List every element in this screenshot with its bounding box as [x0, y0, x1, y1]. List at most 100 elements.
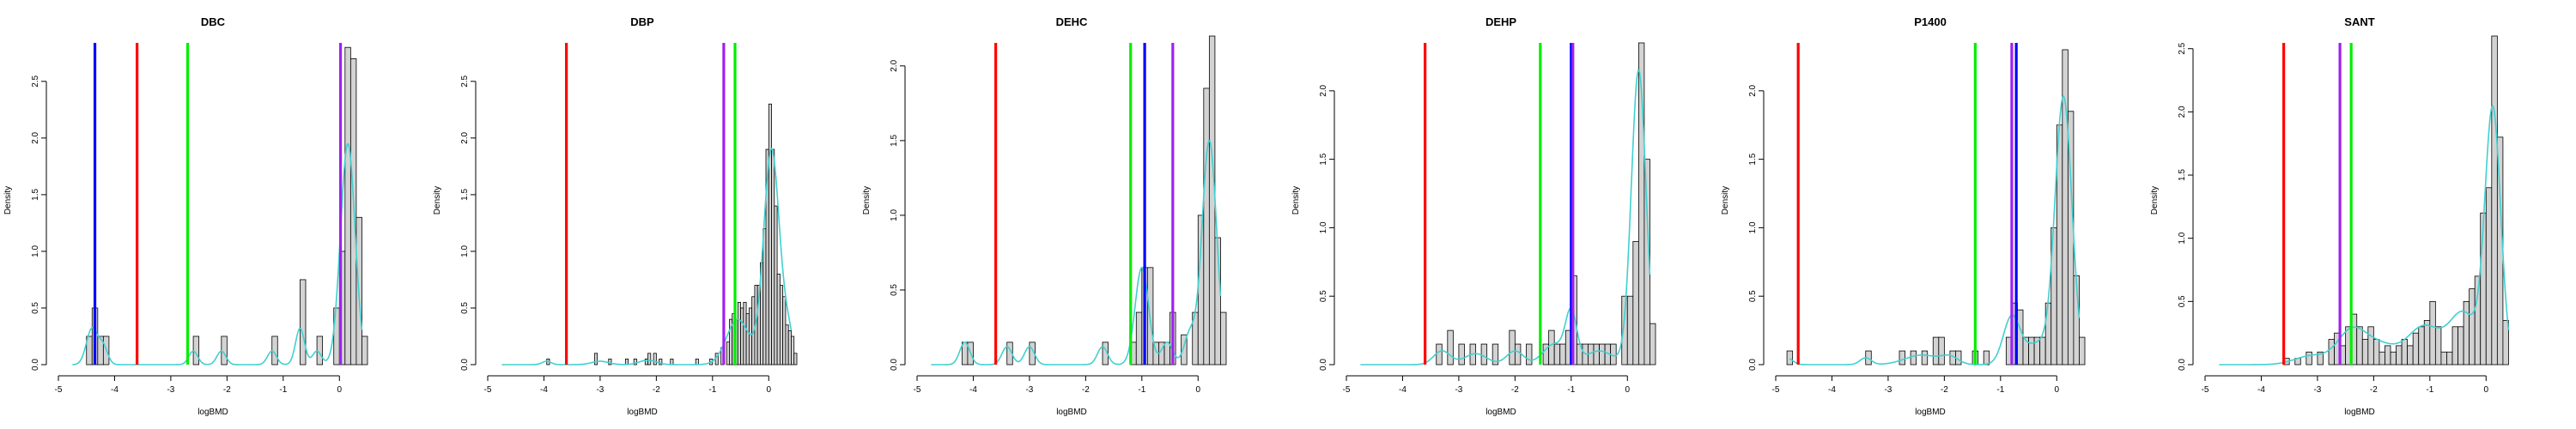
- y-tick-label: 1.5: [1319, 153, 1328, 165]
- x-tick-label: 0: [766, 385, 771, 395]
- histogram-bar: [2446, 351, 2453, 366]
- histogram-bar: [2379, 351, 2385, 366]
- x-tick-label: -2: [1082, 385, 1090, 395]
- histogram-bar: [1632, 240, 1639, 366]
- panel-dbc: DBC -5 -4 -3 -2 -1 0 logBMD 0.0 0.5 1.0 1.5 2.0 2.5 De…: [3, 15, 368, 417]
- panel-title: DBC: [201, 15, 226, 28]
- x-tick-label: 0: [1625, 385, 1630, 395]
- x-tick-label: 0: [2483, 385, 2488, 395]
- histogram-bar: [2412, 332, 2420, 366]
- histogram-bar: [1220, 311, 1227, 366]
- histogram-bar: [593, 353, 598, 366]
- histogram-bar: [737, 301, 741, 366]
- panel-title: DBP: [630, 15, 654, 28]
- x-tick-label: -3: [1884, 385, 1892, 395]
- histogram-bar: [1208, 35, 1216, 366]
- x-tick-label: -3: [596, 385, 604, 395]
- histogram-bar: [762, 228, 767, 366]
- histogram-bar: [1553, 343, 1561, 366]
- y-tick-label: 1.0: [1748, 221, 1758, 233]
- histogram-bar: [2440, 351, 2447, 366]
- histogram-bar: [2491, 35, 2498, 366]
- histogram-bar: [2028, 336, 2035, 366]
- y-tick-label: 1.5: [460, 189, 470, 201]
- histogram-bar: [1492, 343, 1499, 366]
- density-curve: [72, 142, 363, 366]
- histogram-bar: [1514, 343, 1522, 366]
- histogram-bar: [695, 358, 699, 366]
- histogram-bar: [1626, 295, 1634, 366]
- y-tick-label: 1.0: [1319, 221, 1328, 233]
- y-tick-label: 2.0: [890, 59, 899, 71]
- histogram-bar: [2385, 345, 2391, 366]
- x-tick-label: -1: [1567, 385, 1575, 395]
- histogram-bar: [2485, 187, 2493, 366]
- histogram-bar: [1203, 88, 1210, 366]
- y-axis-label: Density: [1291, 186, 1301, 214]
- histogram-bar: [2361, 339, 2369, 366]
- histogram-bar: [2356, 326, 2363, 366]
- histogram-bar: [2502, 320, 2509, 366]
- histogram-bar: [1649, 323, 1656, 366]
- x-tick-label: -3: [2313, 385, 2321, 395]
- histogram-bar: [633, 358, 637, 366]
- x-tick-label: 0: [337, 385, 342, 395]
- y-tick-label: 1.0: [31, 245, 40, 257]
- histogram-bar: [748, 307, 753, 366]
- histogram-bar: [1181, 334, 1188, 366]
- panel-sant: SANT -5 -4 -3 -2 -1 0 logBMD 0.0 0.5 1.0 1.5 2.0 2.5 D…: [2150, 15, 2510, 417]
- panel-title: DEHP: [1485, 15, 1516, 28]
- x-tick-label: -1: [1996, 385, 2004, 395]
- panel-dehc: DEHC -5 -4 -3 -2 -1 0 logBMD 0.0 0.5 1.0 1.5 2.0 Dens…: [862, 15, 1227, 417]
- x-tick-label: -4: [1828, 385, 1836, 395]
- x-tick-label: -5: [1772, 385, 1780, 395]
- x-axis-label: logBMD: [1915, 408, 1946, 417]
- y-tick-label: 0.0: [460, 359, 470, 371]
- histogram-bar: [1480, 343, 1488, 366]
- x-tick-label: -1: [1138, 385, 1145, 395]
- histogram-bar: [793, 353, 798, 366]
- histogram-bar: [2458, 326, 2464, 366]
- histogram-bar: [1938, 336, 1945, 366]
- histogram-bar: [2367, 326, 2374, 366]
- histogram-bar: [791, 335, 795, 366]
- density-curve: [1789, 95, 2081, 366]
- histogram-bar: [2451, 326, 2458, 366]
- histogram-bar: [2017, 309, 2024, 366]
- histogram-bar: [1786, 350, 1794, 366]
- histogram-bar: [1899, 350, 1905, 366]
- histogram-bar: [961, 341, 969, 366]
- histogram-bar: [2434, 326, 2442, 366]
- x-axis-label: logBMD: [2344, 408, 2375, 417]
- histogram-bar: [1910, 350, 1917, 366]
- x-axis-label: logBMD: [1485, 408, 1516, 417]
- x-tick-label: 0: [2054, 385, 2059, 395]
- histogram-bar: [1593, 343, 1600, 366]
- histogram-bar: [2429, 300, 2436, 366]
- y-tick-label: 2.5: [460, 75, 470, 87]
- y-tick-label: 0.5: [460, 302, 470, 314]
- histogram-bar: [1135, 311, 1143, 366]
- panel-title: SANT: [2344, 15, 2374, 28]
- histogram-bar: [2423, 320, 2431, 366]
- histogram-bar: [2418, 326, 2425, 366]
- x-tick-label: -1: [279, 385, 287, 395]
- panel-title: DEHC: [1056, 15, 1088, 28]
- histogram-bar: [1932, 336, 1940, 366]
- x-axis-label: logBMD: [197, 408, 228, 417]
- histogram-bar: [1983, 350, 1990, 366]
- histogram-bar: [2079, 336, 2086, 366]
- x-axis-label: logBMD: [1056, 408, 1087, 417]
- panel-dehp: DEHP -5 -4 -3 -2 -1 0 logBMD 0.0 0.5 1.0 1.5 2.0 Dens…: [1291, 15, 1656, 417]
- histogram-bar: [1458, 343, 1465, 366]
- x-tick-label: -4: [969, 385, 977, 395]
- histogram-bar: [771, 148, 775, 366]
- histogram-bar: [361, 335, 368, 366]
- y-tick-label: 0.0: [1748, 359, 1758, 371]
- panel-p1400: P1400 -5 -4 -3 -2 -1 0 logBMD 0.0 0.5 1.0 1.5 2.0 Den…: [1721, 15, 2086, 417]
- histogram-bar: [2306, 351, 2312, 366]
- y-tick-label: 2.5: [2178, 42, 2187, 54]
- x-tick-label: -5: [2202, 385, 2209, 395]
- histogram-bar: [670, 358, 674, 366]
